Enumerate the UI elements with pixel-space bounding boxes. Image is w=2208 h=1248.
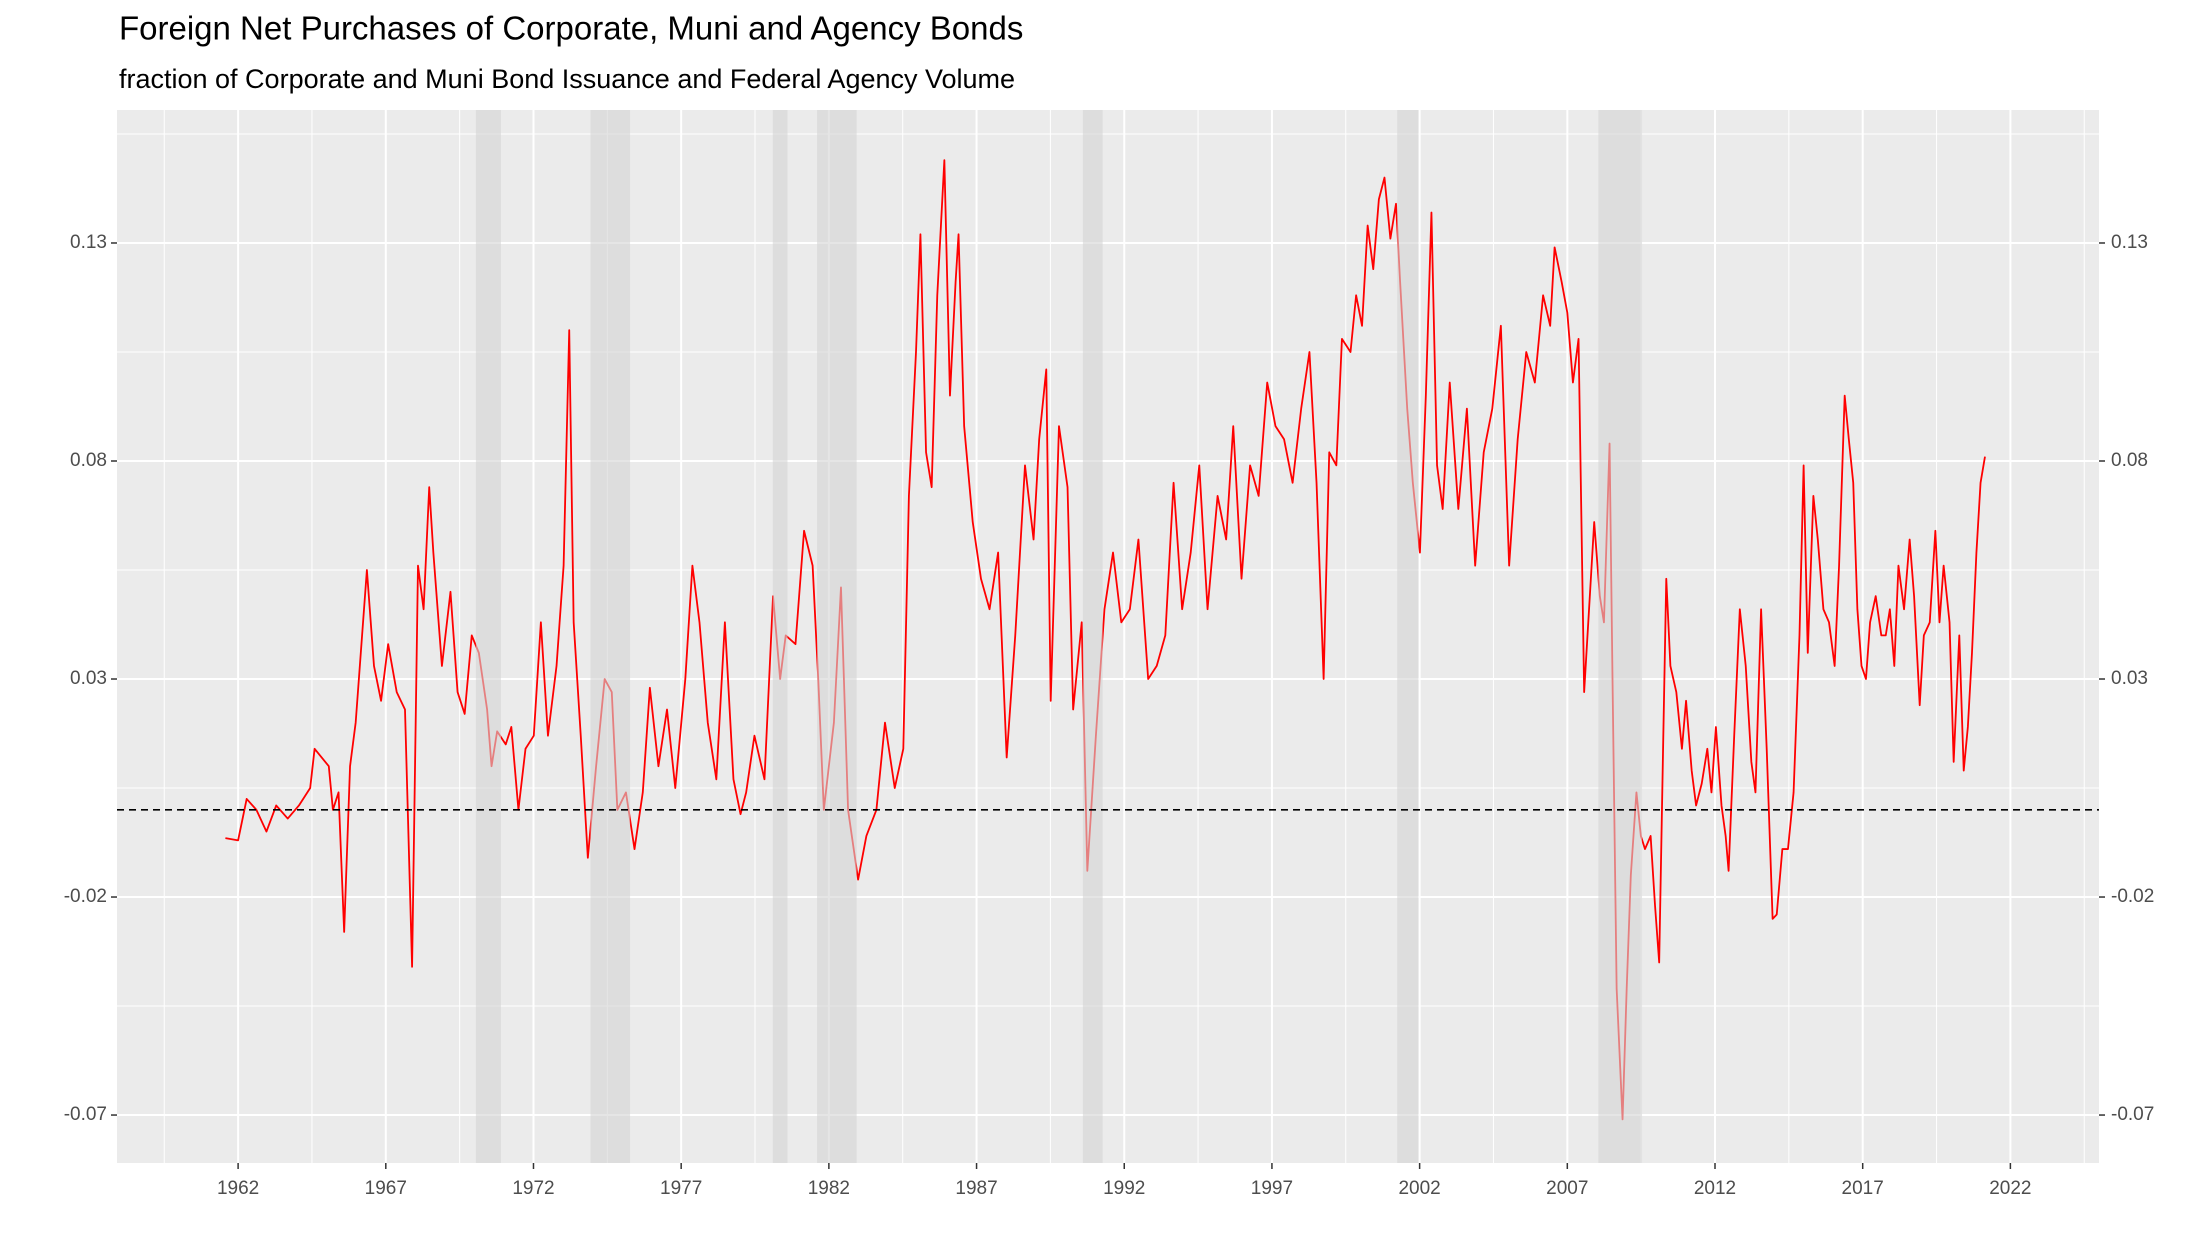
recession-band — [1082, 110, 1103, 1163]
x-tick-label: 2022 — [1989, 1178, 2031, 1199]
y2-tick-label: 0.08 — [2111, 450, 2148, 471]
x-tick-label: 1992 — [1103, 1178, 1145, 1199]
x-tick-label: 1972 — [512, 1178, 554, 1199]
x-tick-label: 2007 — [1546, 1178, 1588, 1199]
recession-band — [475, 110, 501, 1163]
x-tick-label: 2002 — [1398, 1178, 1440, 1199]
recession-band — [817, 110, 857, 1163]
y-tick-label: 0.13 — [70, 232, 107, 253]
recession-band — [1598, 110, 1643, 1163]
x-tick-label: 1982 — [808, 1178, 850, 1199]
y-tick-label: 0.03 — [70, 668, 107, 689]
y-tick-label: -0.02 — [64, 886, 107, 907]
x-tick-label: 1977 — [660, 1178, 702, 1199]
y2-tick-label: 0.13 — [2111, 232, 2148, 253]
y-tick-label: 0.08 — [70, 450, 107, 471]
x-tick-label: 1997 — [1251, 1178, 1293, 1199]
y2-tick-label: -0.02 — [2111, 886, 2154, 907]
recession-band — [590, 110, 631, 1163]
x-tick-label: 1967 — [365, 1178, 407, 1199]
y2-tick-label: 0.03 — [2111, 668, 2148, 689]
chart-subtitle: fraction of Corporate and Muni Bond Issu… — [119, 64, 1015, 94]
x-tick-label: 2012 — [1694, 1178, 1736, 1199]
y2-tick-label: -0.07 — [2111, 1104, 2154, 1125]
y-tick-label: -0.07 — [64, 1104, 107, 1125]
recession-band — [1397, 110, 1419, 1163]
plot-panel — [117, 110, 2099, 1163]
recession-band — [772, 110, 788, 1163]
x-tick-label: 1987 — [955, 1178, 997, 1199]
x-tick-label: 2017 — [1842, 1178, 1884, 1199]
series-line — [225, 159, 1986, 1121]
x-tick-label: 1962 — [217, 1178, 259, 1199]
chart-title: Foreign Net Purchases of Corporate, Muni… — [119, 10, 1023, 47]
